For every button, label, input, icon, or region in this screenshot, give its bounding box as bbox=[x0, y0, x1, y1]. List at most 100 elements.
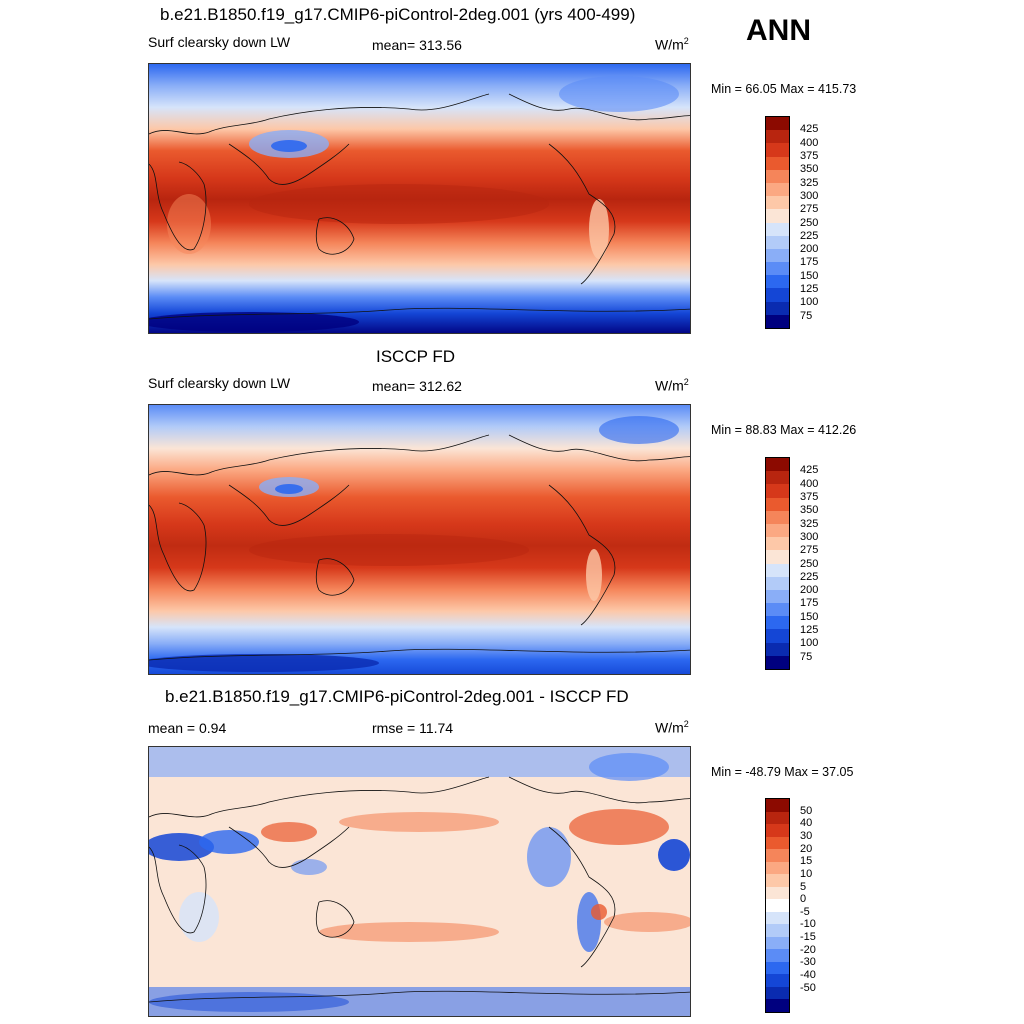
colorbar-swatch bbox=[766, 961, 789, 975]
colorbar-swatch bbox=[766, 143, 789, 157]
colorbar-swatch bbox=[766, 156, 789, 170]
colorbar-tick-label: 20 bbox=[800, 842, 813, 855]
panel3-minmax: Min = -48.79 Max = 37.05 bbox=[711, 765, 854, 779]
panel3-units: W/m2 bbox=[655, 719, 689, 736]
colorbar-swatch bbox=[766, 824, 789, 837]
colorbar-tick-label: 75 bbox=[800, 309, 813, 322]
colorbar-swatch bbox=[766, 497, 789, 511]
colorbar-tick-label: 175 bbox=[800, 256, 819, 269]
colorbar-tick-label: 400 bbox=[800, 136, 819, 149]
colorbar-swatch bbox=[766, 314, 789, 328]
colorbar-tick-label: 250 bbox=[800, 557, 819, 570]
colorbar-swatch bbox=[766, 576, 789, 590]
colorbar-swatch bbox=[766, 471, 789, 485]
colorbar-swatch bbox=[766, 288, 789, 302]
colorbar-tick-label: 350 bbox=[800, 504, 819, 517]
colorbar-tick-label: -40 bbox=[800, 969, 816, 982]
colorbar-swatch bbox=[766, 886, 789, 900]
colorbar-tick-label: 225 bbox=[800, 229, 819, 242]
colorbar-tick-label: -15 bbox=[800, 931, 816, 944]
colorbar-swatch bbox=[766, 861, 789, 875]
panel2-mean-label: mean= 312.62 bbox=[372, 378, 462, 394]
colorbar-swatch bbox=[766, 799, 789, 812]
colorbar-tick-label: 150 bbox=[800, 610, 819, 623]
colorbar-swatch bbox=[766, 235, 789, 249]
panel1-title: b.e21.B1850.f19_g17.CMIP6-piControl-2deg… bbox=[160, 5, 636, 24]
colorbar-swatch bbox=[766, 130, 789, 144]
colorbar-swatch bbox=[766, 550, 789, 564]
colorbar-tick-label: 425 bbox=[800, 123, 819, 136]
colorbar-tick-label: 150 bbox=[800, 269, 819, 282]
colorbar-tick-label: 300 bbox=[800, 530, 819, 543]
colorbar-tick-label: 250 bbox=[800, 216, 819, 229]
colorbar-tick-label: 350 bbox=[800, 163, 819, 176]
colorbar-tick-label: -50 bbox=[800, 981, 816, 994]
colorbar-swatch bbox=[766, 523, 789, 538]
colorbar-swatch bbox=[766, 169, 789, 183]
panel2-colorbar-swatches bbox=[766, 458, 789, 669]
panel2-map bbox=[148, 404, 691, 675]
colorbar-tick-label: 100 bbox=[800, 296, 819, 309]
colorbar-swatch bbox=[766, 911, 789, 925]
panel3-colorbar bbox=[765, 798, 790, 1013]
colorbar-swatch bbox=[766, 209, 789, 223]
colorbar-tick-label: 225 bbox=[800, 570, 819, 583]
panel3-map bbox=[148, 746, 691, 1017]
colorbar-swatch bbox=[766, 301, 789, 315]
colorbar-swatch bbox=[766, 986, 789, 1000]
colorbar-swatch bbox=[766, 999, 789, 1012]
panel3-mean-label: mean = 0.94 bbox=[148, 720, 227, 736]
colorbar-tick-label: 325 bbox=[800, 176, 819, 189]
colorbar-swatch bbox=[766, 936, 789, 950]
colorbar-swatch bbox=[766, 629, 789, 643]
colorbar-swatch bbox=[766, 974, 789, 987]
colorbar-tick-label: 30 bbox=[800, 829, 813, 842]
colorbar-swatch bbox=[766, 811, 789, 825]
panel1-mean-label: mean= 313.56 bbox=[372, 37, 462, 53]
colorbar-tick-label: 100 bbox=[800, 637, 819, 650]
colorbar-tick-label: 75 bbox=[800, 650, 813, 663]
colorbar-swatch bbox=[766, 563, 789, 577]
colorbar-tick-label: 325 bbox=[800, 517, 819, 530]
colorbar-tick-label: -20 bbox=[800, 943, 816, 956]
colorbar-swatch bbox=[766, 655, 789, 669]
panel1-variable-label: Surf clearsky down LW bbox=[148, 34, 291, 50]
colorbar-tick-label: 275 bbox=[800, 203, 819, 216]
panel2-colorbar bbox=[765, 457, 790, 670]
panel1-colorbar bbox=[765, 116, 790, 329]
colorbar-tick-label: 375 bbox=[800, 149, 819, 162]
colorbar-tick-label: -30 bbox=[800, 956, 816, 969]
colorbar-swatch bbox=[766, 589, 789, 604]
colorbar-tick-label: 175 bbox=[800, 597, 819, 610]
colorbar-tick-label: -10 bbox=[800, 918, 816, 931]
colorbar-tick-label: 50 bbox=[800, 804, 813, 817]
colorbar-swatch bbox=[766, 642, 789, 656]
colorbar-tick-label: 5 bbox=[800, 880, 807, 893]
colorbar-tick-label: 200 bbox=[800, 243, 819, 256]
panel2-units: W/m2 bbox=[655, 377, 689, 394]
panel2-title: ISCCP FD bbox=[376, 347, 456, 366]
panel1-minmax: Min = 66.05 Max = 415.73 bbox=[711, 82, 857, 96]
season-label: ANN bbox=[746, 14, 811, 47]
panel2-variable-label: Surf clearsky down LW bbox=[148, 375, 291, 391]
colorbar-tick-label: 425 bbox=[800, 464, 819, 477]
colorbar-tick-label: 125 bbox=[800, 624, 819, 637]
colorbar-tick-label: 200 bbox=[800, 584, 819, 597]
colorbar-swatch bbox=[766, 458, 789, 472]
colorbar-tick-label: -5 bbox=[800, 905, 810, 918]
colorbar-tick-label: 375 bbox=[800, 490, 819, 503]
colorbar-swatch bbox=[766, 874, 789, 887]
colorbar-tick-label: 400 bbox=[800, 477, 819, 490]
colorbar-tick-label: 300 bbox=[800, 189, 819, 202]
colorbar-swatch bbox=[766, 510, 789, 524]
colorbar-swatch bbox=[766, 196, 789, 210]
colorbar-swatch bbox=[766, 182, 789, 197]
colorbar-swatch bbox=[766, 222, 789, 236]
panel1-units: W/m2 bbox=[655, 36, 689, 53]
colorbar-swatch bbox=[766, 603, 789, 617]
panel3-colorbar-swatches bbox=[766, 799, 789, 1012]
colorbar-tick-label: 125 bbox=[800, 283, 819, 296]
colorbar-tick-label: 15 bbox=[800, 855, 813, 868]
colorbar-swatch bbox=[766, 117, 789, 131]
colorbar-swatch bbox=[766, 924, 789, 937]
